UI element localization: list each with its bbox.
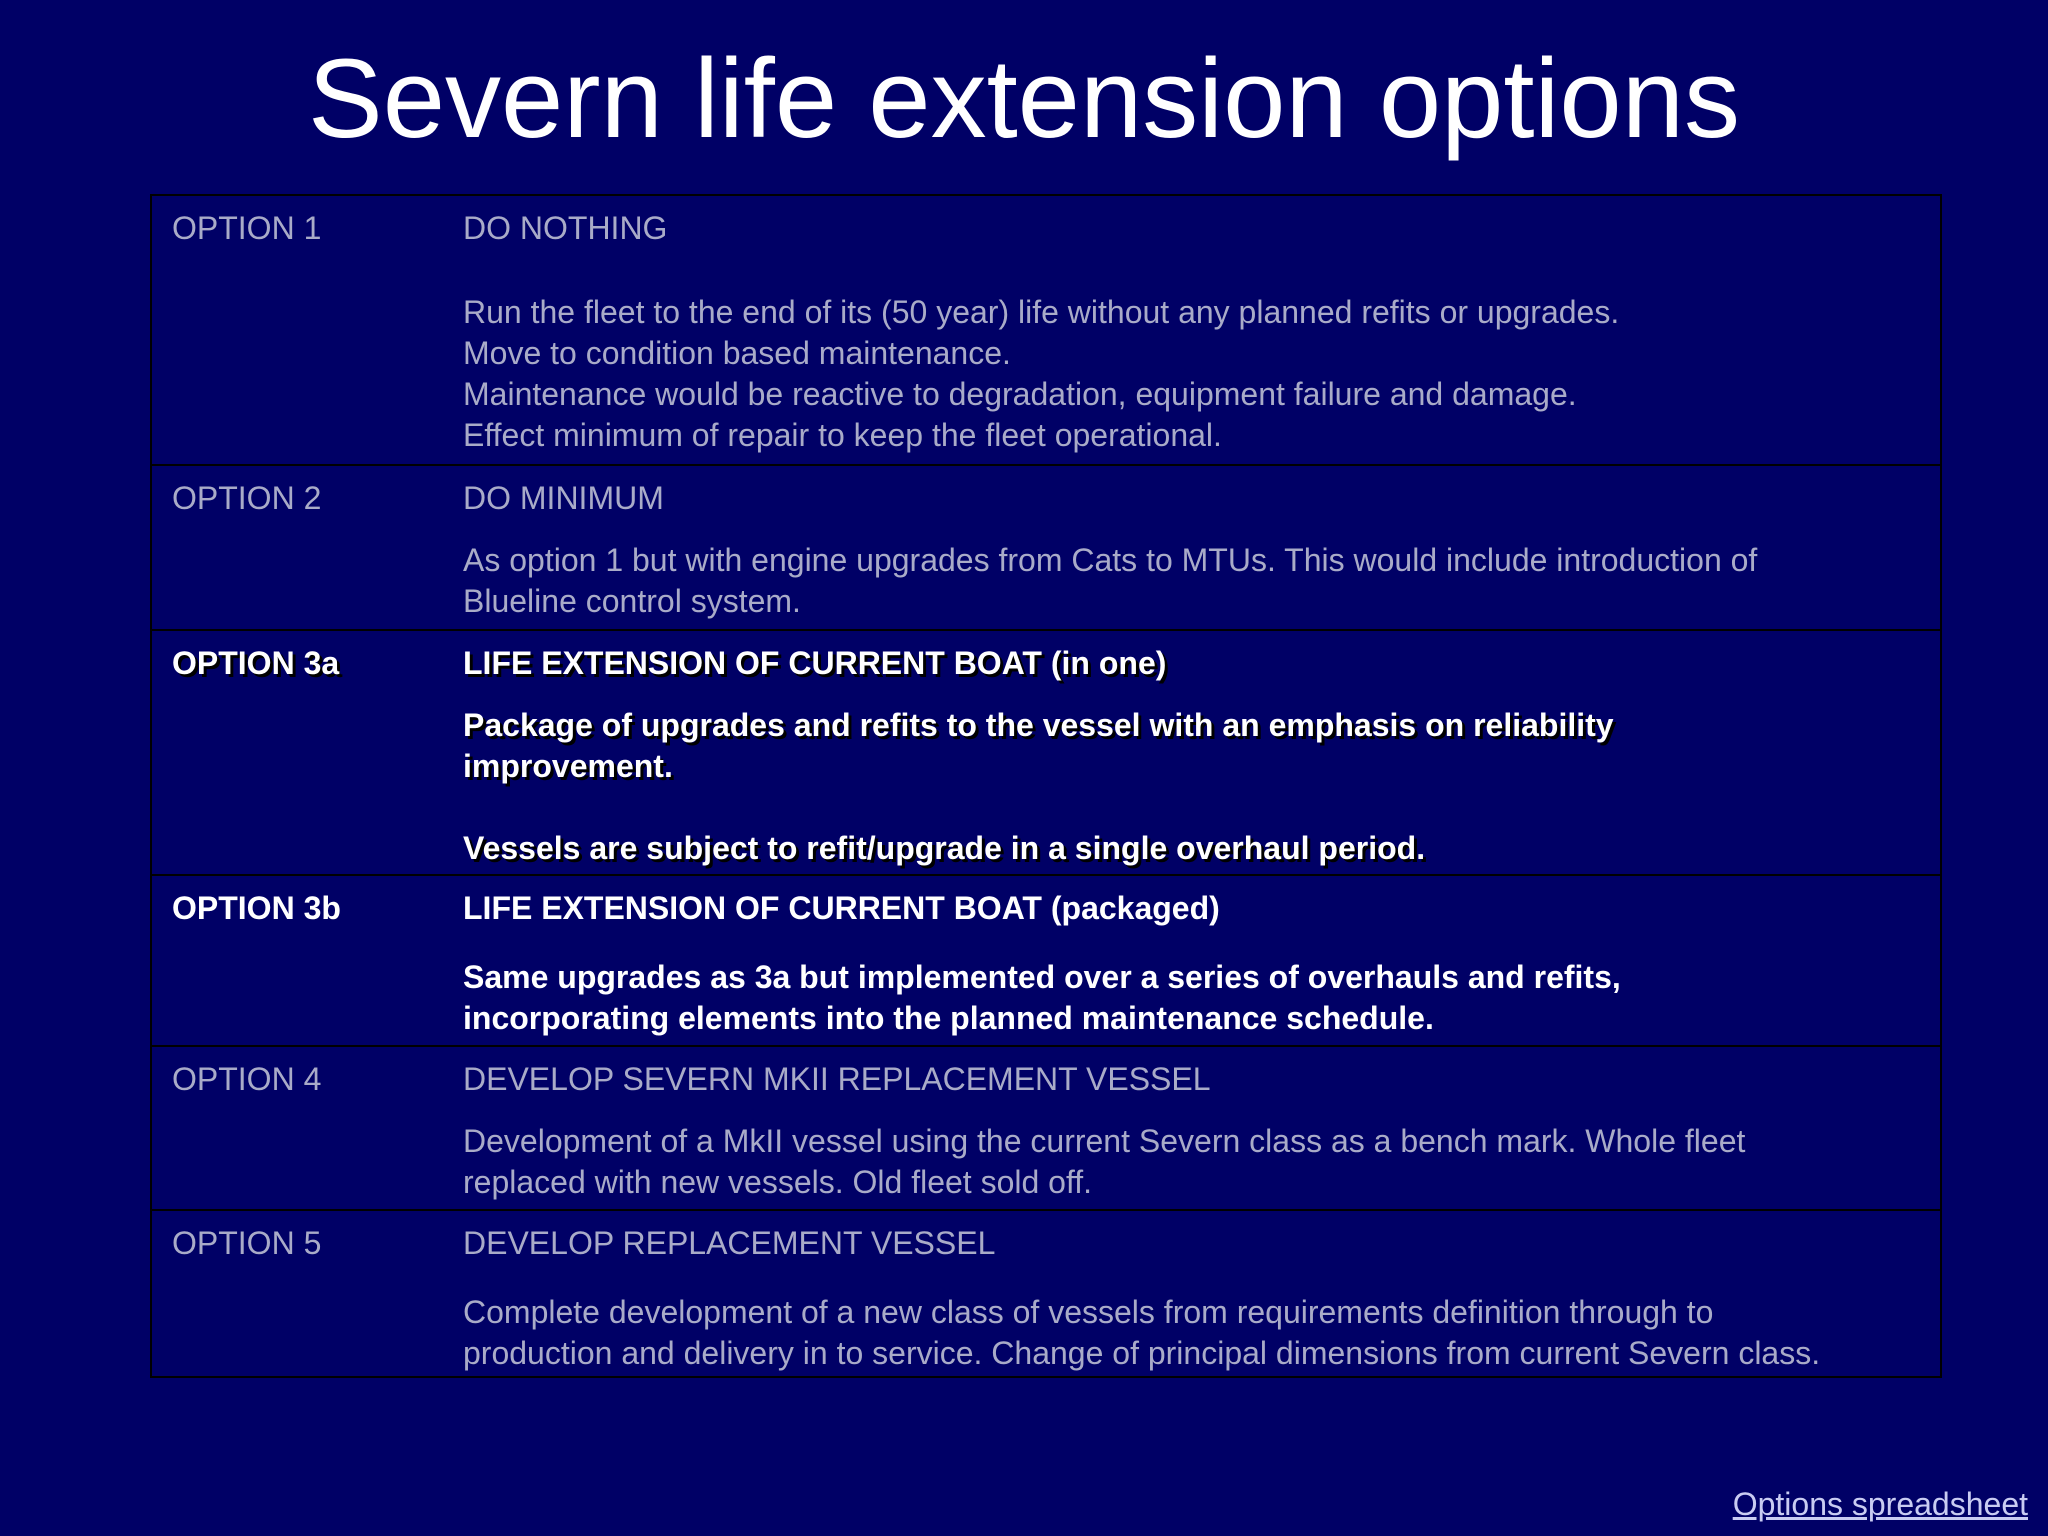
option-line: As option 1 but with engine upgrades fro… — [463, 542, 1758, 578]
option-line: Package of upgrades and refits to the ve… — [463, 707, 1614, 743]
option-heading: DEVELOP SEVERN MKII REPLACEMENT VESSEL — [463, 1061, 1211, 1097]
options-spreadsheet-link[interactable]: Options spreadsheet — [1732, 1486, 2028, 1522]
option-heading: DO NOTHING — [463, 210, 668, 246]
options-table: OPTION 1 DO NOTHING Run the fleet to the… — [150, 194, 1942, 1378]
option-body: LIFE EXTENSION OF CURRENT BOAT (packaged… — [463, 888, 1920, 1039]
option-label: OPTION 4 — [172, 1061, 322, 1097]
option-line: improvement. — [463, 748, 673, 784]
option-row-1: OPTION 1 DO NOTHING Run the fleet to the… — [152, 196, 1940, 464]
option-label: OPTION 1 — [172, 210, 322, 246]
option-line: Blueline control system. — [463, 583, 801, 619]
option-line: Vessels are subject to refit/upgrade in … — [463, 830, 1426, 866]
option-heading: DO MINIMUM — [463, 480, 664, 516]
option-row-3a: OPTION 3a LIFE EXTENSION OF CURRENT BOAT… — [152, 629, 1940, 874]
option-line: production and delivery in to service. C… — [463, 1335, 1821, 1371]
option-line: Run the fleet to the end of its (50 year… — [463, 294, 1620, 330]
option-body: DO MINIMUM As option 1 but with engine u… — [463, 478, 1920, 622]
option-label: OPTION 5 — [172, 1225, 322, 1261]
option-line: replaced with new vessels. Old fleet sol… — [463, 1164, 1093, 1200]
slide-title: Severn life extension options — [308, 36, 1740, 161]
option-line: incorporating elements into the planned … — [463, 1000, 1434, 1036]
option-row-3b: OPTION 3b LIFE EXTENSION OF CURRENT BOAT… — [152, 874, 1940, 1045]
option-label: OPTION 3b — [172, 890, 341, 926]
option-body: DEVELOP REPLACEMENT VESSEL Complete deve… — [463, 1223, 1920, 1374]
option-heading: LIFE EXTENSION OF CURRENT BOAT (packaged… — [463, 890, 1220, 926]
option-heading: DEVELOP REPLACEMENT VESSEL — [463, 1225, 996, 1261]
option-line: Effect minimum of repair to keep the fle… — [463, 417, 1222, 453]
option-row-5: OPTION 5 DEVELOP REPLACEMENT VESSEL Comp… — [152, 1209, 1940, 1376]
option-label: OPTION 2 — [172, 480, 322, 516]
option-body: DEVELOP SEVERN MKII REPLACEMENT VESSEL D… — [463, 1059, 1920, 1203]
option-line: Maintenance would be reactive to degrada… — [463, 376, 1577, 412]
option-line: Development of a MkII vessel using the c… — [463, 1123, 1746, 1159]
option-label: OPTION 3a — [172, 645, 340, 681]
option-line: Same upgrades as 3a but implemented over… — [463, 959, 1621, 995]
option-body: DO NOTHING Run the fleet to the end of i… — [463, 208, 1920, 456]
option-line: Move to condition based maintenance. — [463, 335, 1011, 371]
option-row-4: OPTION 4 DEVELOP SEVERN MKII REPLACEMENT… — [152, 1045, 1940, 1209]
option-line: Complete development of a new class of v… — [463, 1294, 1714, 1330]
option-body: LIFE EXTENSION OF CURRENT BOAT (in one) … — [463, 643, 1920, 869]
option-row-2: OPTION 2 DO MINIMUM As option 1 but with… — [152, 464, 1940, 629]
option-heading: LIFE EXTENSION OF CURRENT BOAT (in one) — [463, 645, 1167, 681]
